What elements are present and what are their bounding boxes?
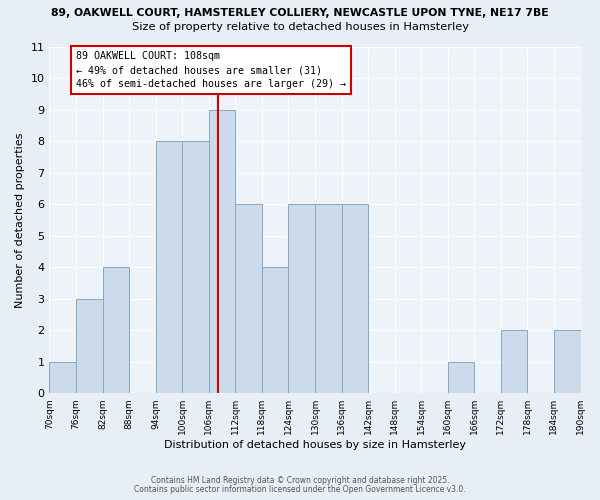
Bar (448, 362, 474, 393)
Bar (262, 267, 289, 393)
Text: 89 OAKWELL COURT: 108sqm
← 49% of detached houses are smaller (31)
46% of semi-d: 89 OAKWELL COURT: 108sqm ← 49% of detach… (76, 51, 346, 89)
Bar (103, 267, 129, 393)
Text: Size of property relative to detached houses in Hamsterley: Size of property relative to detached ho… (131, 22, 469, 32)
Y-axis label: Number of detached properties: Number of detached properties (15, 132, 25, 308)
Bar (155, 141, 182, 393)
Bar (49, 362, 76, 393)
Bar (554, 330, 581, 393)
Text: 89, OAKWELL COURT, HAMSTERLEY COLLIERY, NEWCASTLE UPON TYNE, NE17 7BE: 89, OAKWELL COURT, HAMSTERLEY COLLIERY, … (51, 8, 549, 18)
Bar (182, 141, 209, 393)
Bar (341, 204, 368, 393)
X-axis label: Distribution of detached houses by size in Hamsterley: Distribution of detached houses by size … (164, 440, 466, 450)
Text: Contains public sector information licensed under the Open Government Licence v3: Contains public sector information licen… (134, 485, 466, 494)
Bar (209, 110, 235, 393)
Bar (501, 330, 527, 393)
Bar (315, 204, 341, 393)
Bar (289, 204, 315, 393)
Text: Contains HM Land Registry data © Crown copyright and database right 2025.: Contains HM Land Registry data © Crown c… (151, 476, 449, 485)
Bar (235, 204, 262, 393)
Bar (76, 298, 103, 393)
